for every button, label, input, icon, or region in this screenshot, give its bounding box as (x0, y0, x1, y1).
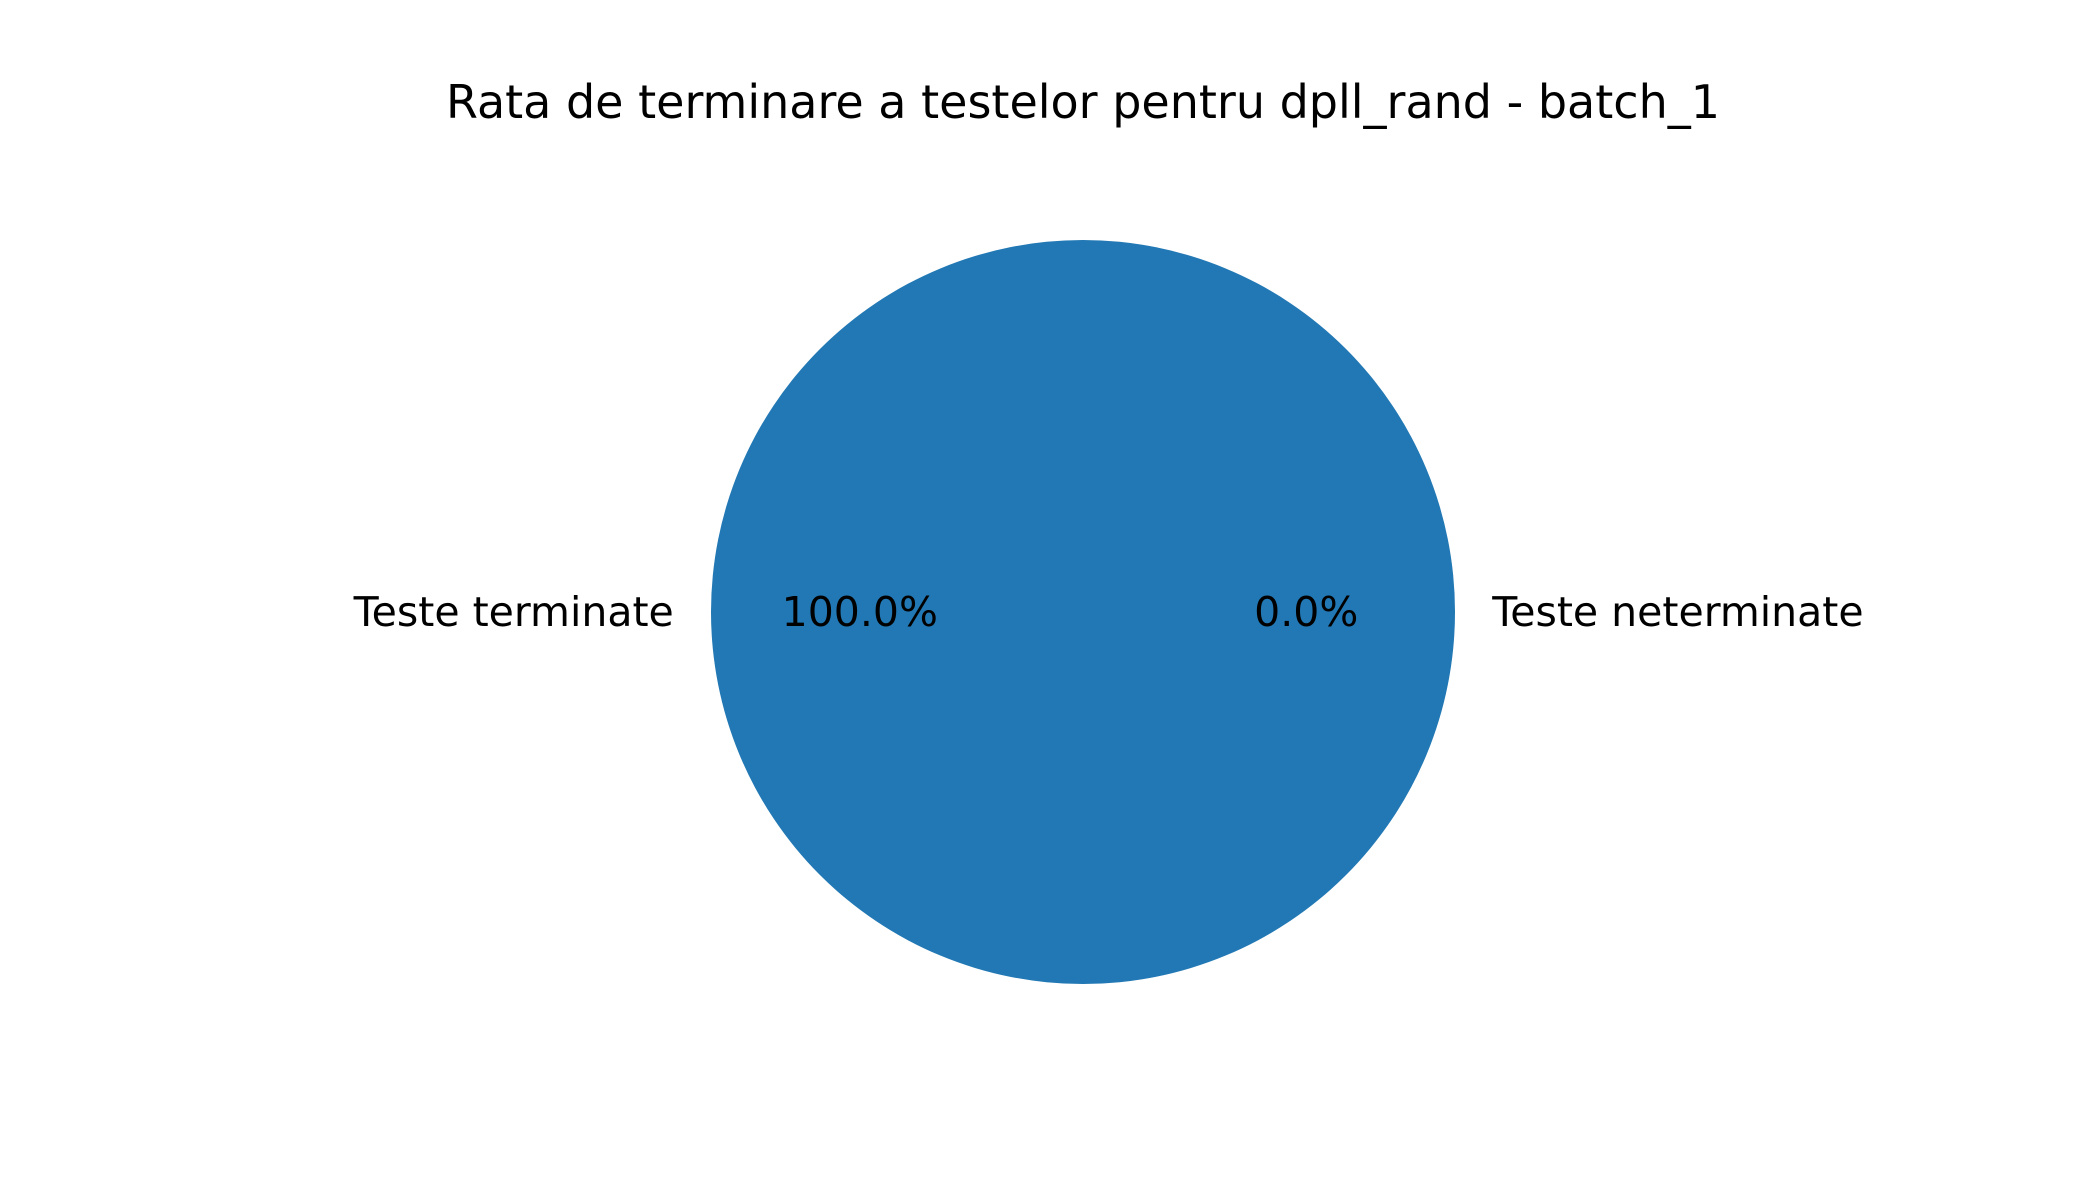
percent-label-incomplete: 0.0% (1254, 588, 1358, 636)
pie-group: Teste terminate 100.0% Teste neterminate 0.… (353, 240, 1864, 984)
percent-label-completed: 100.0% (782, 588, 938, 636)
slice-label-incomplete: Teste neterminate (1491, 588, 1863, 636)
chart-title: Rata de terminare a testelor pentru dpll… (446, 75, 1720, 129)
slice-label-completed: Teste terminate (353, 588, 674, 636)
pie-slice-completed (711, 240, 1455, 984)
